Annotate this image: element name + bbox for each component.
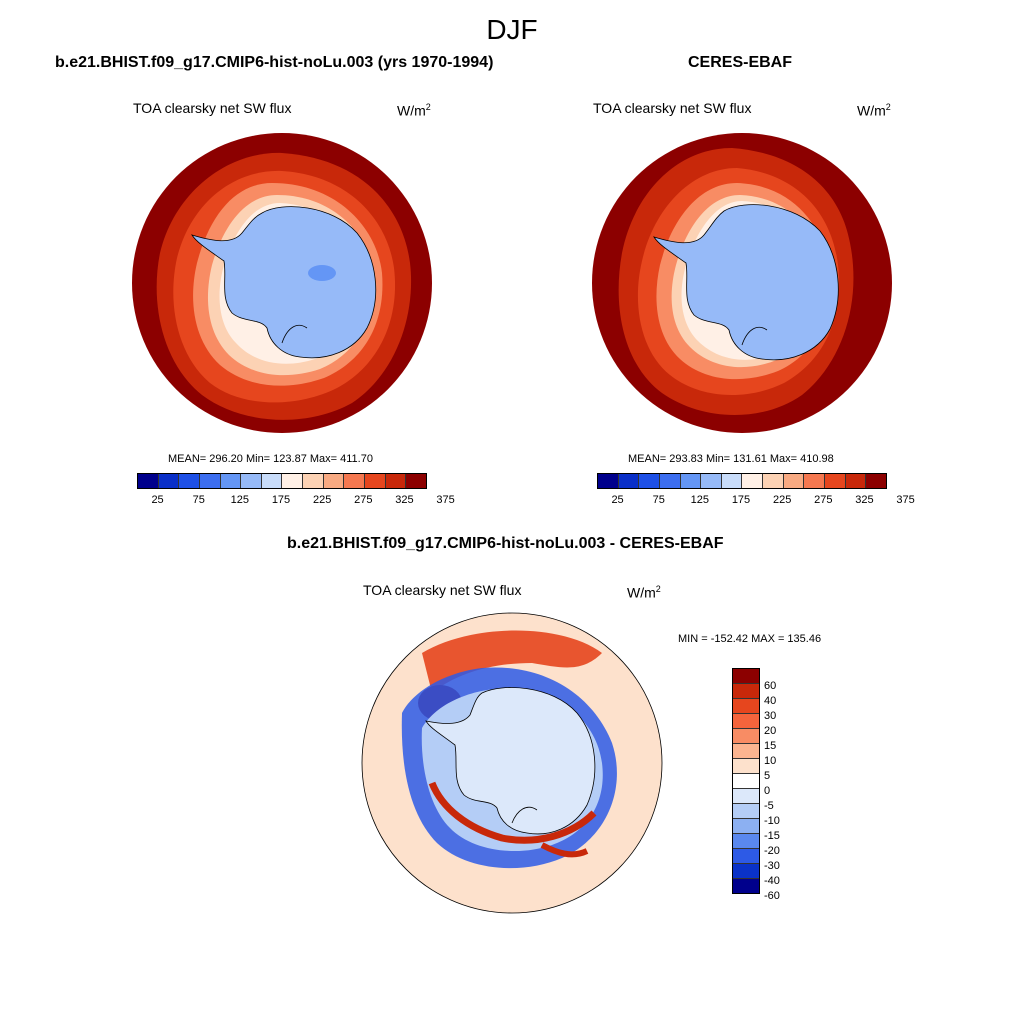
- colorbar-label: 5: [764, 770, 771, 782]
- colorbar-swatch: [406, 474, 426, 488]
- left-polar-map: [132, 133, 432, 433]
- colorbar-swatch: [733, 879, 759, 893]
- colorbar-tick-label: 175: [731, 494, 751, 506]
- left-colorbar: [137, 473, 427, 489]
- colorbar-tick-label: 225: [772, 494, 792, 506]
- colorbar-tick-label: 275: [814, 494, 833, 506]
- colorbar-tick-label: 325: [855, 494, 874, 506]
- colorbar-swatch: [733, 774, 759, 789]
- colorbar-swatch: [733, 669, 759, 684]
- colorbar-swatch: [680, 474, 702, 488]
- colorbar-label: -15: [764, 830, 780, 842]
- right-colorbar: [597, 473, 887, 489]
- colorbar-label: -5: [764, 800, 774, 812]
- colorbar-label: -30: [764, 860, 780, 872]
- colorbar-swatch: [733, 714, 759, 729]
- colorbar-label: -40: [764, 875, 780, 887]
- colorbar-swatch: [866, 474, 886, 488]
- colorbar-swatch: [733, 759, 759, 774]
- colorbar-swatch: [845, 474, 867, 488]
- diff-minmax: MIN = -152.42 MAX = 135.46: [678, 633, 822, 645]
- colorbar-swatch: [733, 789, 759, 804]
- colorbar-tick-label: 375: [436, 494, 455, 506]
- colorbar-label: 20: [764, 725, 777, 737]
- colorbar-swatch: [323, 474, 345, 488]
- colorbar-tick-label: 275: [354, 494, 373, 506]
- colorbar-tick-label: 375: [896, 494, 915, 506]
- colorbar-swatch: [282, 474, 304, 488]
- colorbar-label: -60: [764, 890, 780, 902]
- colorbar-label: -10: [764, 815, 780, 827]
- left-variable-label: TOA clearsky net SW flux: [133, 100, 292, 116]
- diff-panel-title: b.e21.BHIST.f09_g17.CMIP6-hist-noLu.003 …: [287, 535, 724, 552]
- colorbar-label: -20: [764, 845, 780, 857]
- diff-colorbar-labels: 60 40 30 20 15 10 5 0 -5 -10 -15 -20 -30 -40 -60: [764, 679, 780, 904]
- right-polar-map: [592, 133, 892, 433]
- colorbar-swatch: [365, 474, 386, 488]
- right-variable-label: TOA clearsky net SW flux: [593, 100, 752, 116]
- season-title: DJF: [486, 14, 538, 45]
- colorbar-swatch: [825, 474, 846, 488]
- colorbar-swatch: [199, 474, 221, 488]
- colorbar-swatch: [179, 474, 200, 488]
- colorbar-swatch: [733, 849, 759, 864]
- colorbar-swatch: [385, 474, 407, 488]
- colorbar-tick-label: 75: [192, 494, 205, 506]
- colorbar-tick-label: 175: [271, 494, 291, 506]
- colorbar-label: 40: [764, 695, 777, 707]
- colorbar-swatch: [733, 819, 759, 834]
- colorbar-label: 10: [764, 755, 777, 767]
- diff-colorbar: [732, 668, 760, 894]
- colorbar-tick-label: 25: [611, 494, 624, 506]
- left-unit-label: W/m2: [397, 102, 431, 119]
- colorbar-swatch: [659, 474, 681, 488]
- colorbar-swatch: [639, 474, 660, 488]
- colorbar-tick-label: 225: [312, 494, 332, 506]
- diff-unit-label: W/m2: [627, 584, 661, 601]
- diff-polar-map: [361, 612, 663, 914]
- colorbar-label: 60: [764, 680, 777, 692]
- colorbar-swatch: [344, 474, 366, 488]
- colorbar-swatch: [763, 474, 784, 488]
- colorbar-swatch: [241, 474, 262, 488]
- colorbar-swatch: [733, 864, 759, 879]
- colorbar-label: 15: [764, 740, 777, 752]
- colorbar-swatch: [733, 744, 759, 759]
- colorbar-swatch: [733, 834, 759, 849]
- colorbar-swatch: [220, 474, 242, 488]
- colorbar-tick-label: 25: [151, 494, 164, 506]
- colorbar-swatch: [158, 474, 180, 488]
- colorbar-swatch: [783, 474, 805, 488]
- colorbar-label: 30: [764, 710, 777, 722]
- right-panel-title: CERES-EBAF: [688, 54, 793, 71]
- colorbar-label: 0: [764, 785, 771, 797]
- colorbar-swatch: [733, 699, 759, 714]
- colorbar-swatch: [598, 474, 619, 488]
- colorbar-tick-label: 125: [690, 494, 710, 506]
- colorbar-swatch: [138, 474, 159, 488]
- colorbar-swatch: [742, 474, 764, 488]
- colorbar-swatch: [701, 474, 722, 488]
- colorbar-swatch: [733, 804, 759, 819]
- colorbar-tick-label: 125: [230, 494, 250, 506]
- colorbar-swatch: [261, 474, 283, 488]
- colorbar-swatch: [303, 474, 324, 488]
- colorbar-tick-label: 75: [652, 494, 665, 506]
- left-stats: MEAN= 296.20 Min= 123.87 Max= 411.70: [168, 453, 373, 465]
- right-unit-label: W/m2: [857, 102, 891, 119]
- diff-variable-label: TOA clearsky net SW flux: [363, 582, 522, 598]
- colorbar-tick-label: 325: [395, 494, 414, 506]
- left-panel-title: b.e21.BHIST.f09_g17.CMIP6-hist-noLu.003 …: [55, 54, 494, 71]
- colorbar-swatch: [733, 684, 759, 699]
- right-stats: MEAN= 293.83 Min= 131.61 Max= 410.98: [628, 453, 834, 465]
- colorbar-swatch: [721, 474, 743, 488]
- colorbar-swatch: [804, 474, 826, 488]
- colorbar-swatch: [733, 729, 759, 744]
- colorbar-swatch: [618, 474, 640, 488]
